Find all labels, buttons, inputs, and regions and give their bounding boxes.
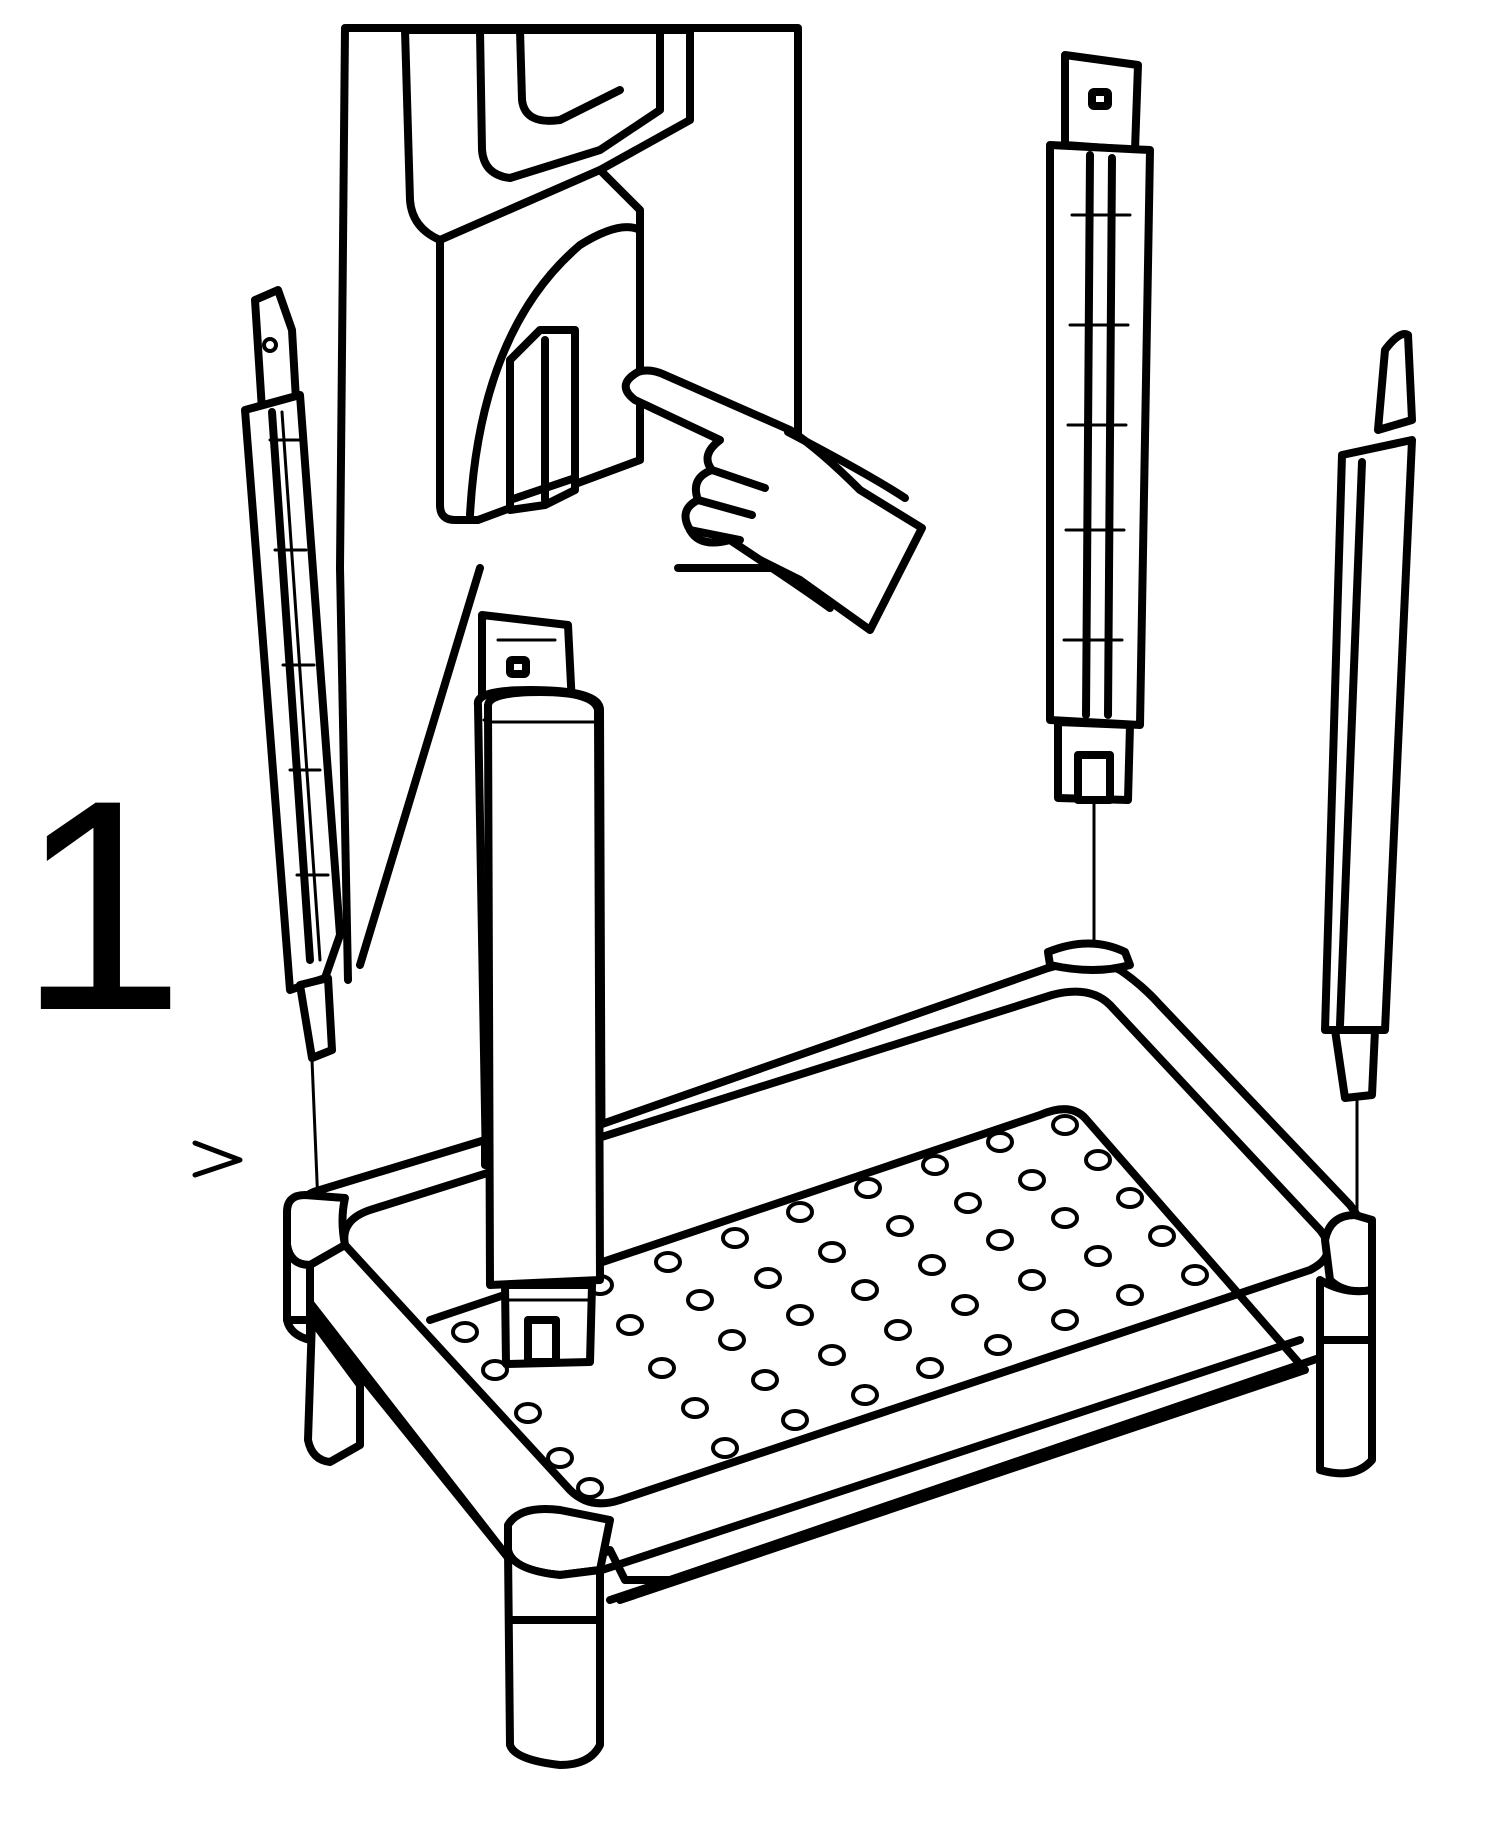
leg-front-overlay <box>484 688 604 1368</box>
tray-holes <box>451 1114 1209 1499</box>
direction-mark <box>192 1140 243 1178</box>
callout-leg-connector-detail <box>401 26 694 524</box>
pointing-hand-icon <box>621 366 926 634</box>
corner-post-right <box>1321 1211 1376 1296</box>
corner-post-back <box>1044 939 1134 974</box>
leg-left <box>241 286 344 1207</box>
detail-callout <box>336 24 926 984</box>
leg-right <box>1321 330 1416 1234</box>
base-tray <box>283 939 1376 1769</box>
step-number: 1 <box>18 737 185 1073</box>
leg-back-center <box>1046 51 1154 962</box>
corner-post-left <box>283 1191 349 1269</box>
